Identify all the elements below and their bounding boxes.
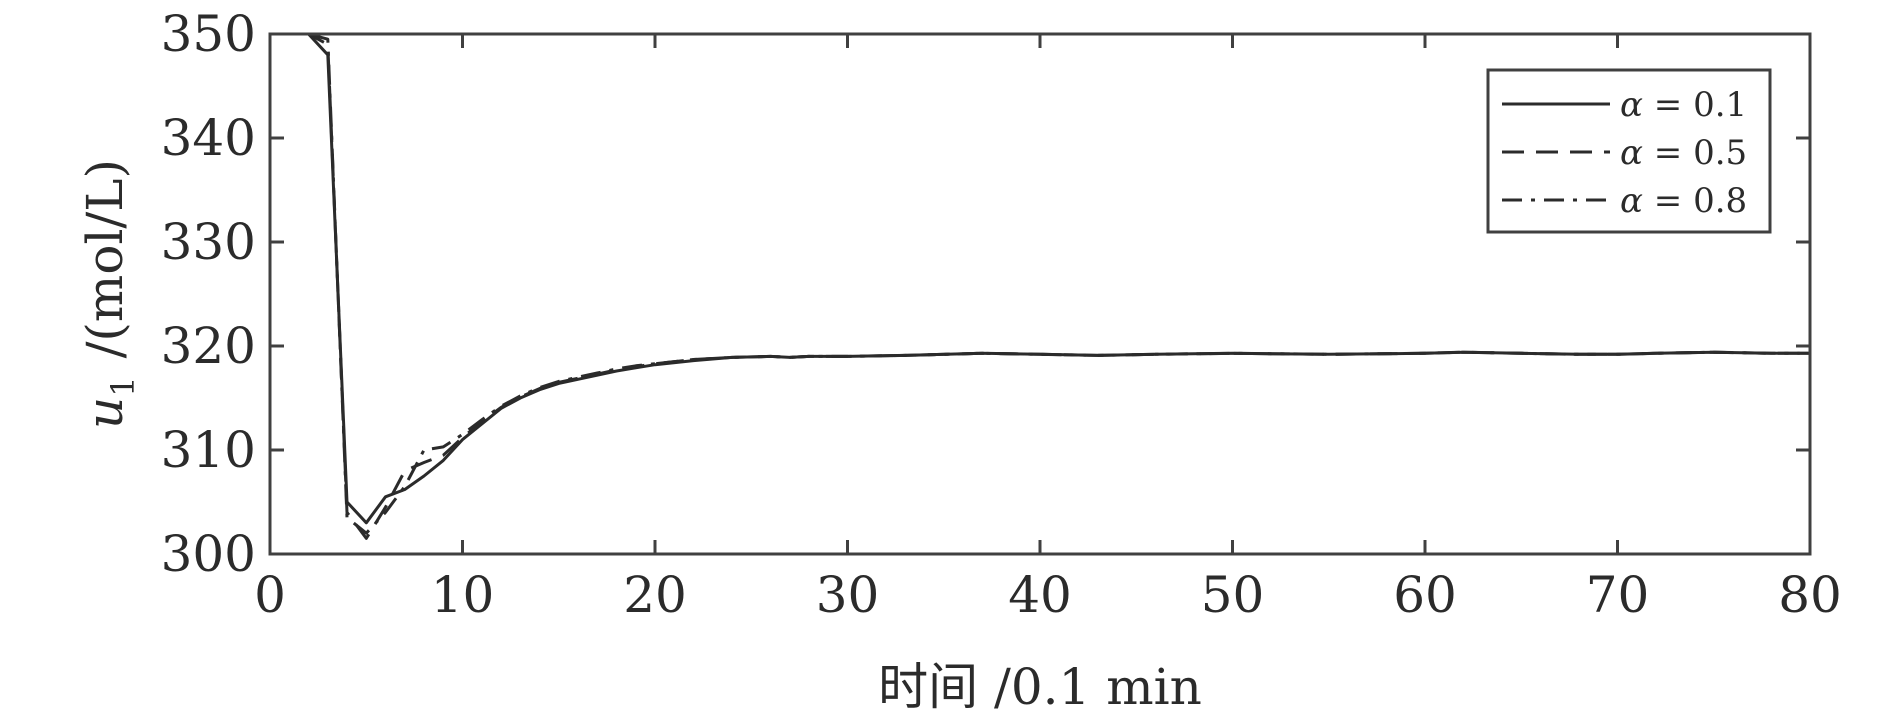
legend-label-1: α = 0.1 [1620, 85, 1747, 125]
x-tick-label: 50 [1201, 566, 1265, 624]
legend-symbol: α [1620, 85, 1643, 125]
x-tick-label: 30 [816, 566, 880, 624]
x-tick-label: 20 [623, 566, 687, 624]
x-tick-label: 0 [254, 566, 286, 624]
y-tick-label: 340 [161, 109, 256, 167]
x-tick-label: 70 [1586, 566, 1650, 624]
y-tick-label: 350 [161, 5, 256, 63]
legend-label-3: α = 0.8 [1620, 181, 1747, 221]
y-tick-label: 330 [161, 213, 256, 271]
x-axis-label: 时间 /0.1 min [878, 658, 1202, 716]
y-axis-label-subscript: 1 [104, 376, 142, 396]
x-tick-label: 80 [1778, 566, 1842, 624]
y-axis-label-variable: u [76, 397, 134, 429]
svg-text:u1/(mol/L): u1 /(mol/L) [76, 159, 142, 429]
legend-symbol: α [1620, 133, 1643, 173]
legend-value: = 0.8 [1643, 181, 1747, 221]
y-tick-label: 300 [161, 525, 256, 583]
series-line-3 [270, 34, 1810, 535]
legend: α = 0.1α = 0.5α = 0.8 [1486, 68, 1772, 234]
ticks-layer [268, 32, 1812, 556]
x-tick-label: 60 [1393, 566, 1457, 624]
legend-label-2: α = 0.5 [1620, 133, 1747, 173]
tick-labels-layer: 0 10 20 30 40 50 60 70 80 300 310 320 330 340 350 [161, 5, 1842, 624]
y-tick-label: 310 [161, 421, 256, 479]
y-tick-label: 320 [161, 317, 256, 375]
legend-box [1486, 68, 1772, 234]
legend-value: = 0.5 [1643, 133, 1747, 173]
x-tick-label: 10 [431, 566, 495, 624]
x-tick-label: 40 [1008, 566, 1072, 624]
y-axis-label-unit: /(mol/L) [76, 159, 134, 358]
y-axis-label: u1 /(mol/L) [76, 159, 142, 429]
legend-value: = 0.1 [1643, 85, 1747, 125]
legend-symbol: α [1620, 181, 1643, 221]
series-layer [270, 34, 1810, 540]
